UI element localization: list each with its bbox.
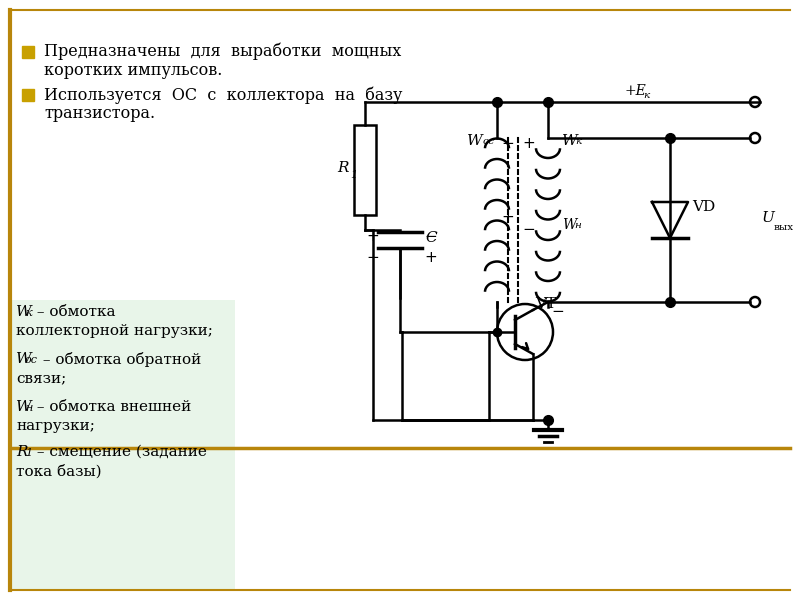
Text: −: − — [501, 136, 514, 151]
Text: VT: VT — [535, 297, 556, 311]
Text: ос: ос — [483, 137, 495, 146]
Text: коллекторной нагрузки;: коллекторной нагрузки; — [16, 324, 213, 338]
Text: н: н — [25, 403, 32, 413]
Text: 1: 1 — [25, 448, 32, 458]
Text: – смещение (задание: – смещение (задание — [32, 445, 207, 459]
Text: ос: ос — [25, 355, 38, 365]
Bar — [10, 300, 235, 590]
Text: – обмотка внешней: – обмотка внешней — [32, 400, 191, 414]
Text: W: W — [562, 218, 576, 232]
Text: −: − — [366, 250, 378, 265]
Text: C: C — [425, 231, 437, 245]
Text: +: + — [501, 210, 514, 225]
Text: R: R — [16, 445, 27, 459]
Text: W: W — [562, 134, 578, 148]
Text: −: − — [522, 222, 534, 237]
Text: +E: +E — [625, 84, 646, 98]
Text: U: U — [762, 211, 775, 225]
Text: к: к — [25, 308, 32, 318]
Text: коротких импульсов.: коротких импульсов. — [44, 62, 222, 79]
Text: −: − — [424, 229, 437, 244]
Text: Предназначены  для  выработки  мощных: Предназначены для выработки мощных — [44, 43, 402, 61]
Bar — [354, 125, 376, 215]
Text: Используется  ОС  с  коллектора  на  базу: Используется ОС с коллектора на базу — [44, 86, 402, 103]
Text: W: W — [16, 305, 32, 319]
Text: – обмотка: – обмотка — [32, 305, 115, 319]
Text: VD: VD — [692, 200, 715, 214]
Text: R: R — [338, 161, 349, 175]
Text: W: W — [16, 352, 32, 366]
Text: +: + — [424, 250, 437, 265]
Text: к: к — [575, 137, 582, 146]
Text: связи;: связи; — [16, 371, 66, 385]
Text: транзистора.: транзистора. — [44, 105, 155, 122]
Text: – обмотка обратной: – обмотка обратной — [38, 352, 202, 367]
Text: W: W — [467, 134, 483, 148]
Text: 1: 1 — [350, 170, 357, 180]
Text: W: W — [16, 400, 32, 414]
Text: н: н — [574, 221, 581, 230]
Text: +: + — [522, 136, 534, 151]
Text: вых: вых — [774, 223, 794, 232]
Text: −: − — [551, 304, 564, 319]
Text: нагрузки;: нагрузки; — [16, 419, 95, 433]
Text: к: к — [643, 91, 650, 100]
Text: тока базы): тока базы) — [16, 464, 102, 478]
Text: +: + — [366, 229, 378, 244]
